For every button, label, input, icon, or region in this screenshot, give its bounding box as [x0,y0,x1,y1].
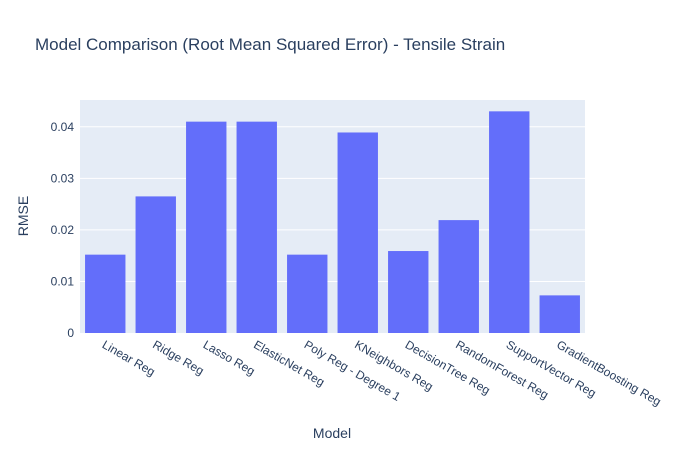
x-tick-label: SupportVector Reg [504,337,599,400]
bars [85,111,580,334]
x-tick-label: DecisionTree Reg [403,337,493,397]
bar [438,220,479,333]
bar [337,132,378,333]
bar [186,121,227,333]
bar [236,121,277,333]
bar [287,254,328,333]
x-axis-title: Model [313,425,351,441]
y-tick-label: 0.01 [51,274,75,288]
x-tick-label: Linear Reg [100,337,158,378]
bar [388,251,429,333]
x-tick-label: RandomForest Reg [453,337,551,401]
x-tick-label: Lasso Reg [201,337,258,378]
y-tick-label: 0.02 [51,223,75,237]
y-axis-ticks: 0 0.01 0.02 0.03 0.04 [51,120,75,340]
y-axis-title: RMSE [15,196,31,236]
bar [135,196,176,333]
y-tick-label: 0.03 [51,171,75,185]
y-tick-label: 0.04 [51,120,75,134]
bar [539,295,580,333]
chart-title: Model Comparison (Root Mean Squared Erro… [35,35,505,54]
y-tick-label: 0 [67,326,74,340]
x-tick-label: Ridge Reg [150,337,206,377]
bar [85,254,126,333]
bar [489,111,530,334]
